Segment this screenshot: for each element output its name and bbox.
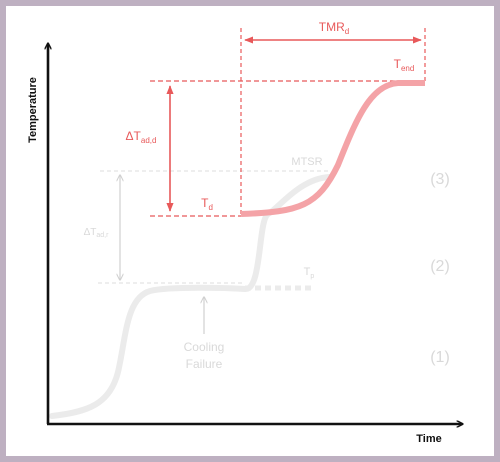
decomposition-curve <box>240 80 425 217</box>
x-axis-label: Time <box>416 433 441 445</box>
t-end-label: Tend <box>394 57 415 73</box>
tmr-label-sub: d <box>345 27 349 36</box>
t-p-label-sub: p <box>310 273 314 280</box>
t-p-label-main: T <box>304 266 311 278</box>
delta-t-ad-d-main: ΔT <box>126 129 142 143</box>
t-d-label-main: T <box>201 196 209 210</box>
t-end-label-sub: end <box>401 64 414 73</box>
cooling-failure-label-line2: Failure <box>186 357 223 371</box>
delta-t-ad-r-main: ΔT <box>84 227 97 238</box>
stage-3-label: (3) <box>430 171 450 188</box>
delta-t-ad-d-label: ΔTad,d <box>126 129 157 145</box>
stage-2-label: (2) <box>430 258 450 275</box>
t-end-label-main: T <box>394 57 402 71</box>
mtsr-label: MTSR <box>291 156 322 168</box>
y-axis-label: Temperature <box>27 77 39 143</box>
delta-t-ad-r-label: ΔTad,r <box>84 227 110 239</box>
faded-process-curve <box>49 174 333 419</box>
stage-1-label: (1) <box>430 349 450 366</box>
t-d-label-sub: d <box>208 203 212 212</box>
t-p-label: Tp <box>304 266 315 280</box>
t-d-label: Td <box>201 196 213 212</box>
cooling-failure-label-line1: Cooling <box>184 340 225 354</box>
delta-t-ad-r-sub: ad,r <box>96 232 109 239</box>
delta-t-ad-d-sub: ad,d <box>141 136 157 145</box>
tmr-label: TMRd <box>319 20 349 36</box>
tmr-label-main: TMR <box>319 20 345 34</box>
